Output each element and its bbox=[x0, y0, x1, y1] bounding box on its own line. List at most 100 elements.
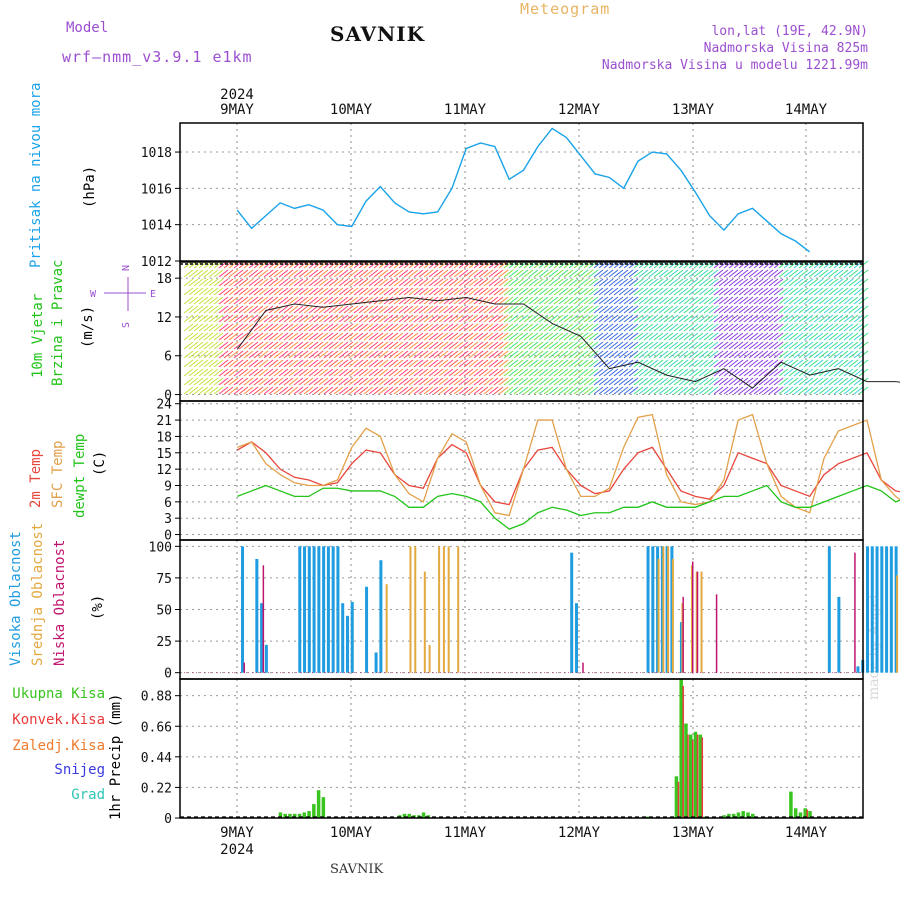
wind-barb bbox=[408, 323, 419, 332]
wind-barb bbox=[238, 341, 249, 350]
wind-barb bbox=[408, 332, 419, 341]
wind-barb bbox=[588, 278, 599, 287]
wind-barb bbox=[738, 323, 749, 332]
wind-barb bbox=[723, 296, 734, 305]
wind-barb bbox=[328, 278, 339, 287]
wind-barb bbox=[428, 269, 439, 278]
wind-barb bbox=[403, 368, 414, 377]
wind-barb bbox=[378, 323, 389, 332]
wind-barb bbox=[753, 350, 764, 359]
wind-barb bbox=[443, 386, 454, 395]
wind-barb bbox=[513, 296, 524, 305]
wind-barb bbox=[393, 377, 404, 386]
wind-barb bbox=[853, 305, 864, 314]
wind-barb bbox=[653, 278, 664, 287]
wind-barb bbox=[288, 332, 299, 341]
wind-barb bbox=[393, 386, 404, 395]
wind-barb bbox=[783, 278, 794, 287]
wind-barb bbox=[573, 323, 584, 332]
wind-barb bbox=[553, 359, 564, 368]
wind-barb bbox=[793, 359, 804, 368]
wind-barb bbox=[613, 359, 624, 368]
wind-barb bbox=[718, 278, 729, 287]
wind-barb bbox=[623, 386, 634, 395]
wind-barb bbox=[618, 305, 629, 314]
wind-barb bbox=[213, 296, 224, 305]
wind-barb bbox=[663, 332, 674, 341]
wind-barb bbox=[653, 350, 664, 359]
wind-barb bbox=[583, 278, 594, 287]
wind-barb bbox=[558, 305, 569, 314]
wind-barb bbox=[253, 359, 264, 368]
pressure-line bbox=[236, 127, 811, 253]
wind-barb bbox=[803, 341, 814, 350]
wind-barb bbox=[678, 368, 689, 377]
wind-barb bbox=[573, 332, 584, 341]
wind-barb bbox=[448, 386, 459, 395]
wind-barb bbox=[508, 359, 519, 368]
wind-barb bbox=[333, 359, 344, 368]
wind-barb bbox=[328, 287, 339, 296]
wind-barb bbox=[803, 287, 814, 296]
wind-barb bbox=[448, 296, 459, 305]
y-tick-label: 0 bbox=[164, 667, 172, 682]
wind-barb bbox=[563, 278, 574, 287]
wind-barb bbox=[383, 386, 394, 395]
wind-barb bbox=[763, 377, 774, 386]
wind-barb bbox=[403, 287, 414, 296]
wind-barb bbox=[728, 350, 739, 359]
wind-barb bbox=[658, 386, 669, 395]
wind-barb bbox=[748, 341, 759, 350]
wind-barb bbox=[833, 377, 844, 386]
wind-barb bbox=[823, 287, 834, 296]
wind-barb bbox=[473, 332, 484, 341]
wind-barb bbox=[703, 341, 714, 350]
wind-barb bbox=[548, 296, 559, 305]
wind-barb bbox=[698, 368, 709, 377]
wind-barb bbox=[773, 377, 784, 386]
wind-barb bbox=[438, 341, 449, 350]
wind-barb bbox=[298, 296, 309, 305]
wind-barb bbox=[673, 287, 684, 296]
precip-total-bar bbox=[312, 804, 316, 818]
wind-barb bbox=[283, 368, 294, 377]
cloud-high-bar bbox=[646, 546, 650, 673]
cloud-mid-bar bbox=[414, 546, 417, 673]
wind-barb bbox=[733, 314, 744, 323]
wind-barb bbox=[303, 368, 314, 377]
wind-barb bbox=[638, 323, 649, 332]
wind-barb bbox=[773, 350, 784, 359]
wind-barb bbox=[828, 350, 839, 359]
wind-barb bbox=[183, 278, 194, 287]
wind-barb bbox=[378, 278, 389, 287]
wind-barb bbox=[783, 377, 794, 386]
wind-barb bbox=[463, 386, 474, 395]
wind-barb bbox=[598, 368, 609, 377]
wind-barb bbox=[203, 278, 214, 287]
wind-barb bbox=[208, 332, 219, 341]
wind-barb bbox=[763, 323, 774, 332]
wind-barb bbox=[183, 296, 194, 305]
wind-barb bbox=[208, 314, 219, 323]
wind-barb bbox=[668, 332, 679, 341]
wind-barb bbox=[383, 314, 394, 323]
wind-barb bbox=[733, 368, 744, 377]
wind-barb bbox=[273, 350, 284, 359]
wind-barb bbox=[608, 305, 619, 314]
wind-barb bbox=[533, 368, 544, 377]
wind-barb bbox=[283, 323, 294, 332]
wind-barb bbox=[443, 350, 454, 359]
wind-barb bbox=[348, 305, 359, 314]
wind-barb bbox=[213, 368, 224, 377]
wind-barb bbox=[293, 368, 304, 377]
wind-barb bbox=[318, 296, 329, 305]
cloud-high-bar bbox=[350, 601, 354, 673]
wind-barb bbox=[653, 323, 664, 332]
wind-barb bbox=[488, 278, 499, 287]
wind-barb bbox=[643, 350, 654, 359]
wind-barb bbox=[618, 377, 629, 386]
wind-barb bbox=[343, 341, 354, 350]
wind-barb bbox=[288, 341, 299, 350]
wind-barb bbox=[303, 332, 314, 341]
wind-barb bbox=[203, 269, 214, 278]
